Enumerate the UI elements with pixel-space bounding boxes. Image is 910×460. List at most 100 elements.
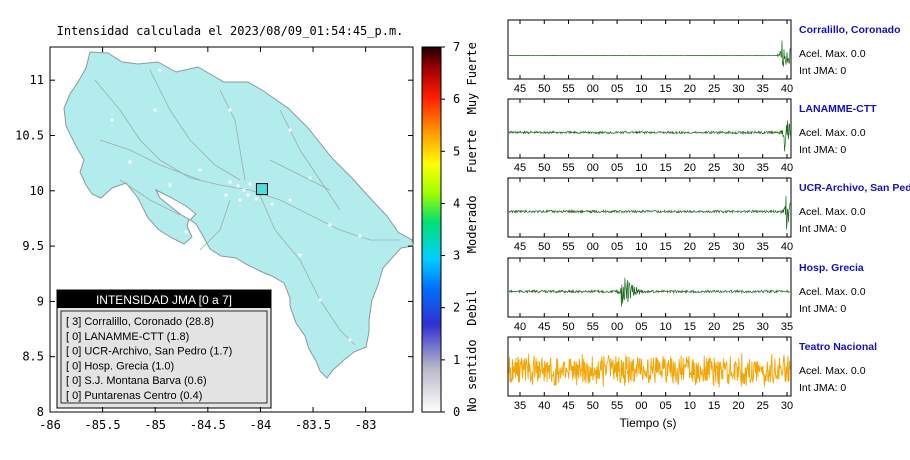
seismogram-panel: 35 40 45 50 55 00 05 10 15 20 25 30 Teatro Nacional A… <box>507 336 877 412</box>
station-jma-intensity: Int JMA: 0 <box>799 382 846 394</box>
colorbar-category-label: Muy Fuerte <box>465 42 479 114</box>
station-max-accel: Acel. Max. 0.0 <box>799 206 866 218</box>
legend-entry: [ 0] S.J. Montana Barva (0.6) <box>66 375 207 387</box>
time-tick-label: 00 <box>635 400 647 412</box>
time-tick-label: 25 <box>708 241 720 253</box>
legend-title-bar <box>57 290 271 308</box>
station-name: Teatro Nacional <box>799 341 877 353</box>
station-jma-intensity: Int JMA: 0 <box>799 65 846 77</box>
time-tick-label: 10 <box>635 83 647 95</box>
waveform-trace <box>508 195 791 230</box>
map-y-tick-label: 9 <box>37 294 44 308</box>
seismogram-frame <box>507 177 792 238</box>
time-tick-label: 30 <box>732 162 744 174</box>
map-x-tick-label: -84.5 <box>190 418 226 432</box>
colorbar-tick-label: 2 <box>453 301 460 315</box>
time-tick-label: 55 <box>611 400 623 412</box>
time-tick-label: 15 <box>684 321 696 333</box>
time-tick-label: 35 <box>781 321 793 333</box>
time-tick-label: 35 <box>757 162 769 174</box>
map-title: Intensidad calculada el 2023/08/09_01:54… <box>57 24 404 38</box>
seismogram-panel: 45 50 55 00 05 10 15 20 25 30 35 40 Corralillo, Coro… <box>507 19 901 95</box>
colorbar-category-label: Debil <box>465 290 479 326</box>
colorbar-ticks: 0 1 2 3 4 5 6 7 <box>441 40 460 419</box>
highlighted-station-marker <box>255 183 268 196</box>
colorbar-scale <box>421 46 442 413</box>
time-tick-label: 10 <box>635 241 647 253</box>
colorbar-tick-label: 4 <box>453 196 460 210</box>
seismogram-frame <box>507 19 792 80</box>
waveform-trace <box>508 353 791 388</box>
station-name: Corralillo, Coronado <box>799 24 901 36</box>
station-dots <box>110 68 362 342</box>
time-tick-label: 15 <box>660 83 672 95</box>
station-jma-intensity: Int JMA: 0 <box>799 223 846 235</box>
map-x-ticks: -86 -85.5 -85 -84.5 -84 -83.5 -83 <box>39 47 376 432</box>
time-tick-label: 30 <box>732 83 744 95</box>
time-tick-label: 45 <box>538 321 550 333</box>
time-tick-label: 30 <box>757 321 769 333</box>
time-tick-label: 25 <box>732 321 744 333</box>
time-tick-label: 15 <box>708 400 720 412</box>
time-tick-label: 50 <box>538 241 550 253</box>
colorbar-tick-label: 6 <box>453 92 460 106</box>
legend-entry: [ 3] Corralillo, Coronado (28.8) <box>66 316 214 328</box>
seismogram-frame <box>507 98 792 159</box>
station-max-accel: Acel. Max. 0.0 <box>799 48 866 60</box>
time-tick-label: 25 <box>757 400 769 412</box>
time-tick-label: 00 <box>611 321 623 333</box>
legend-entry: [ 0] Puntarenas Centro (0.4) <box>66 390 202 402</box>
map-y-ticks: 11 10.5 10 9.5 9 8.5 8 <box>15 73 413 419</box>
time-tick-label: 45 <box>514 162 526 174</box>
time-tick-label: 55 <box>562 83 574 95</box>
time-tick-label: 05 <box>611 241 623 253</box>
time-tick-label: 40 <box>781 83 793 95</box>
time-tick-label: 10 <box>635 162 647 174</box>
legend-entry: [ 0] Hosp. Grecia (1.0) <box>66 360 174 372</box>
legend-title: INTENSIDAD JMA [0 a 7] <box>96 293 232 307</box>
time-tick-label: 35 <box>514 400 526 412</box>
time-tick-label: 20 <box>684 162 696 174</box>
time-tick-label: 30 <box>732 241 744 253</box>
map-y-tick-label: 10.5 <box>15 128 44 142</box>
time-tick-label: 05 <box>635 321 647 333</box>
time-tick-label: 20 <box>732 400 744 412</box>
time-tick-label: 05 <box>611 162 623 174</box>
map-x-tick-label: -83 <box>355 418 377 432</box>
map-x-tick-label: -86 <box>39 418 61 432</box>
time-tick-label: 15 <box>660 241 672 253</box>
time-tick-label: 40 <box>538 400 550 412</box>
map-y-tick-label: 10 <box>30 184 44 198</box>
time-tick-label: 20 <box>684 241 696 253</box>
colorbar-category-label: No sentido <box>465 339 479 411</box>
time-tick-label: 50 <box>587 400 599 412</box>
seismogram-panel: 45 50 55 00 05 10 15 20 25 30 35 40 LANAMME-CTT Acel.… <box>507 98 877 174</box>
time-axis-label: Tiempo (s) <box>620 416 677 430</box>
legend-entries: [ 3] Corralillo, Coronado (28.8) [ 0] LAN… <box>66 316 232 402</box>
seismogram-panel: 45 50 55 00 05 10 15 20 25 30 35 40 UCR-Archivo, San… <box>507 177 910 253</box>
colorbar-tick-label: 3 <box>453 249 460 263</box>
time-tick-label: 55 <box>562 162 574 174</box>
colorbar-tick-label: 1 <box>453 353 460 367</box>
intensity-legend: INTENSIDAD JMA [0 a 7] [ 3] Corralillo, … <box>56 289 272 409</box>
time-tick-label: 35 <box>757 83 769 95</box>
waveform-trace <box>509 40 791 67</box>
waveform-trace <box>508 277 791 307</box>
map-x-tick-label: -85.5 <box>85 418 121 432</box>
time-tick-label: 10 <box>660 321 672 333</box>
map-y-tick-label: 8 <box>37 405 44 419</box>
time-tick-label: 50 <box>562 321 574 333</box>
seismogram-panel: 40 45 50 55 00 05 10 15 20 25 30 35 Hosp. Grecia Acel… <box>507 257 866 333</box>
time-tick-label: 05 <box>660 400 672 412</box>
time-tick-label: 45 <box>562 400 574 412</box>
time-tick-label: 40 <box>781 241 793 253</box>
time-tick-label: 20 <box>708 321 720 333</box>
intensity-colorbar: 0 1 2 3 4 5 6 7 No sentido Debil Moderado Fuerte Mu… <box>421 40 479 419</box>
legend-entry: [ 0] UCR-Archivo, San Pedro (1.7) <box>66 346 232 358</box>
map-panel: INTENSIDAD JMA [0 a 7] [ 3] Corralillo, … <box>15 46 414 432</box>
time-tick-label: 55 <box>562 241 574 253</box>
country-land <box>63 51 414 379</box>
map-y-tick-label: 9.5 <box>22 239 44 253</box>
station-jma-intensity: Int JMA: 0 <box>799 144 846 156</box>
